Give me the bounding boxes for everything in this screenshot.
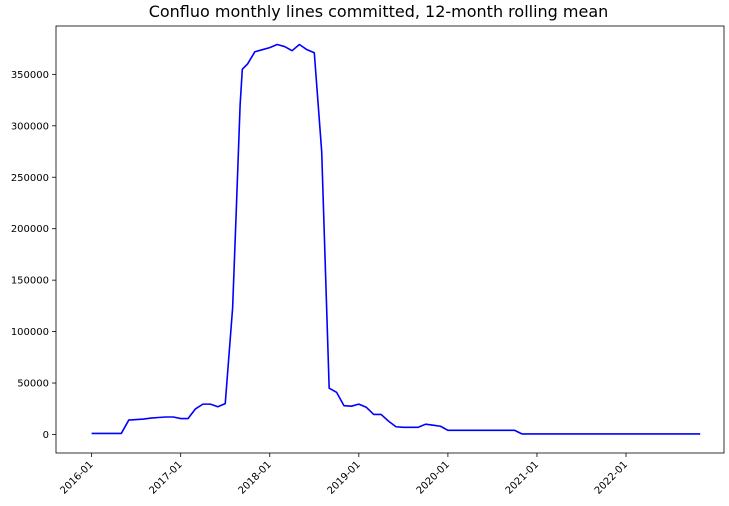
x-tick-label: 2022-01 bbox=[593, 459, 630, 496]
y-tick-label: 350000 bbox=[11, 70, 49, 81]
y-tick-label: 50000 bbox=[17, 379, 49, 390]
y-tick-label: 250000 bbox=[11, 173, 49, 184]
y-tick-label: 150000 bbox=[11, 276, 49, 287]
x-tick-label: 2016-01 bbox=[58, 459, 95, 496]
plot-area-frame bbox=[55, 25, 725, 454]
x-tick-label: 2017-01 bbox=[147, 459, 184, 496]
y-tick-label: 100000 bbox=[11, 327, 49, 338]
y-tick-label: 200000 bbox=[11, 224, 49, 235]
series-line-0 bbox=[91, 43, 701, 435]
x-tick-label: 2021-01 bbox=[504, 459, 541, 496]
chart-title: Confluo monthly lines committed, 12-mont… bbox=[149, 2, 609, 21]
y-tick-label: 300000 bbox=[11, 121, 49, 132]
x-tick-label: 2020-01 bbox=[415, 459, 452, 496]
x-tick-label: 2019-01 bbox=[326, 459, 363, 496]
y-tick-label: 0 bbox=[43, 430, 49, 441]
x-tick-label: 2018-01 bbox=[237, 459, 274, 496]
